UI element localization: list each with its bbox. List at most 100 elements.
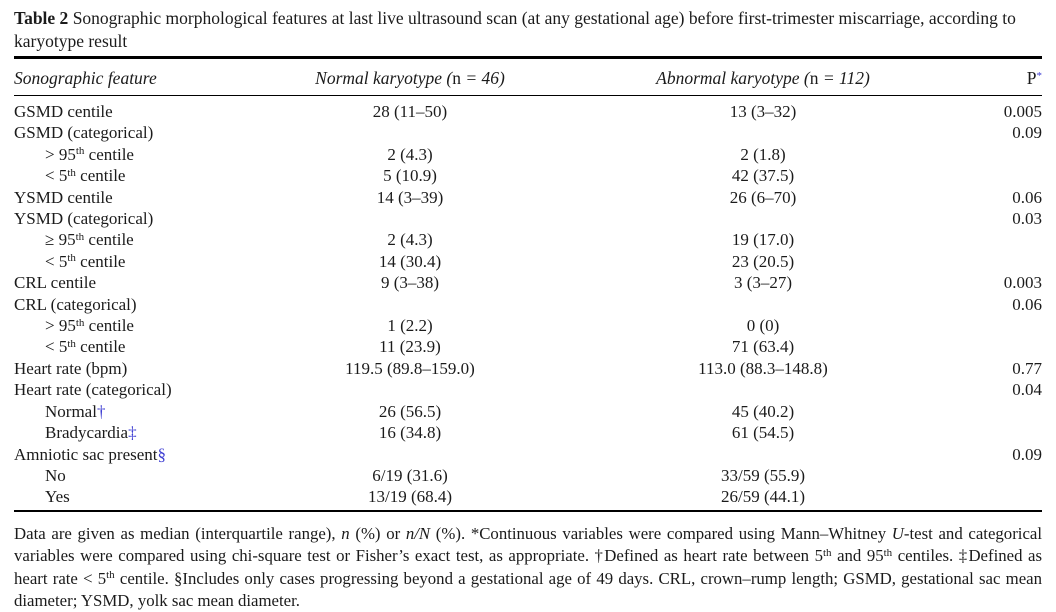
feature-cell: CRL (categorical) — [14, 294, 292, 315]
p-value-cell: 0.06 — [1012, 294, 1042, 314]
table-row: < 5th centile 5 (10.9) 42 (37.5) — [14, 165, 1042, 186]
p-value-cell: 0.005 — [1003, 102, 1042, 121]
abnormal-karyotype-value-cell: 2 (1.8) — [740, 144, 786, 164]
feature-cell: Amniotic sac present§ — [14, 444, 292, 465]
table-row: Heart rate (categorical) 0.04 — [14, 379, 1042, 400]
normal-karyotype-value-cell: 9 (3–38) — [380, 273, 440, 293]
table-header: Sonographic feature Normal karyotype (n … — [14, 57, 1042, 96]
abnormal-karyotype-value-cell — [528, 294, 998, 315]
feature-label-suffix: centile — [75, 251, 126, 271]
abnormal-karyotype-value-cell: 71 (63.4) — [731, 337, 795, 357]
feature-label-suffix: centile — [75, 166, 126, 186]
table-row: Bradycardia‡ 16 (34.8) 61 (54.5) — [14, 422, 1042, 443]
p-value-cell — [998, 336, 1042, 357]
abnormal-karyotype-value-cell: 3 (3–27) — [733, 273, 793, 293]
feature-cell: CRL centile — [14, 272, 292, 293]
feature-superscript: th — [67, 166, 76, 179]
abnormal-karyotype-value-cell: 26 (6–70) — [729, 187, 797, 207]
feature-cell: YSMD (categorical) — [14, 208, 292, 229]
feature-label: Yes — [45, 487, 70, 507]
n-open: ( — [442, 68, 453, 88]
col-header-label: Abnormal karyotype — [656, 68, 800, 88]
footnote-segment: Data are given as median (interquartile … — [14, 523, 342, 543]
feature-label-suffix: centile — [75, 337, 126, 357]
footnote-segment: centile. §Includes only cases progressin… — [14, 568, 1042, 610]
table-row: > 95th centile 1 (2.2) 0 (0) — [14, 315, 1042, 336]
table-footnote: Data are given as median (interquartile … — [14, 523, 1042, 612]
feature-superscript: th — [75, 316, 85, 329]
col-header-sonographic-feature: Sonographic feature — [14, 57, 292, 96]
feature-cell: > 95th centile — [14, 315, 292, 336]
p-value-cell: 0.04 — [1012, 380, 1042, 400]
feature-cell: < 5th centile — [14, 165, 292, 186]
normal-karyotype-value-cell: 28 (11–50) — [372, 102, 448, 121]
normal-karyotype-value-cell: 11 (23.9) — [379, 337, 441, 357]
feature-cell: Heart rate (categorical) — [14, 379, 292, 400]
feature-label: > 95 — [45, 144, 76, 164]
feature-label: No — [45, 465, 66, 485]
col-header-label: Normal karyotype — [315, 68, 442, 88]
table-body: GSMD centile 28 (11–50) 13 (3–32) 0.005 GSMD… — [14, 96, 1042, 511]
abnormal-karyotype-value-cell: 113.0 (88.3–148.8) — [698, 358, 828, 378]
p-value-cell — [998, 422, 1042, 443]
feature-label: Normal — [45, 401, 97, 421]
table-row: Amniotic sac present§ 0.09 — [14, 444, 1042, 465]
feature-cell: > 95th centile — [14, 144, 292, 165]
p-value-cell — [998, 144, 1042, 165]
normal-karyotype-value-cell: 5 (10.9) — [383, 166, 437, 186]
feature-superscript: th — [75, 145, 85, 158]
p-value-cell: 0.03 — [1012, 209, 1042, 229]
table-row: YSMD centile 14 (3–39) 26 (6–70) 0.06 — [14, 187, 1042, 208]
table-number: Table 2 — [14, 8, 69, 28]
abnormal-karyotype-value-cell — [528, 208, 998, 229]
table-row: ≥ 95th centile 2 (4.3) 19 (17.0) — [14, 229, 1042, 250]
table-header-row: Sonographic feature Normal karyotype (n … — [14, 57, 1042, 96]
feature-label: Heart rate (bpm) — [14, 358, 128, 378]
normal-karyotype-value-cell — [292, 208, 528, 229]
abnormal-karyotype-value-cell: 45 (40.2) — [731, 401, 795, 421]
n-count: = 112) — [818, 68, 870, 88]
feature-label: Amniotic sac present — [14, 444, 158, 464]
normal-karyotype-value-cell: 2 (4.3) — [387, 144, 433, 164]
n-symbol: n — [809, 68, 819, 88]
feature-label: GSMD (categorical) — [14, 123, 154, 143]
p-value-cell — [998, 465, 1042, 486]
feature-superscript: th — [67, 252, 76, 265]
footnote-segment: th — [822, 546, 832, 559]
feature-label: < 5 — [45, 337, 68, 357]
feature-cell: YSMD centile — [14, 187, 292, 208]
p-value-cell: 0.06 — [1012, 187, 1042, 207]
feature-cell: Bradycardia‡ — [14, 422, 292, 443]
footnote-segment: th — [883, 546, 893, 559]
normal-karyotype-value-cell: 26 (56.5) — [378, 401, 442, 421]
feature-superscript: th — [75, 230, 85, 243]
feature-cell: < 5th centile — [14, 251, 292, 272]
footnote-segment: and 95 — [831, 546, 884, 566]
feature-cell: No — [14, 465, 292, 486]
n-open: ( — [799, 68, 810, 88]
feature-label-suffix: centile — [84, 230, 134, 250]
table-row: > 95th centile 2 (4.3) 2 (1.8) — [14, 144, 1042, 165]
table-caption: Table 2 Sonographic morphological featur… — [14, 7, 1042, 53]
feature-label: > 95 — [45, 316, 76, 336]
p-value-cell: 0.09 — [1012, 123, 1042, 143]
p-value-cell: 0.09 — [1012, 444, 1042, 464]
footnote-segment: (%). *Continuous variables were compared… — [430, 523, 892, 543]
footnote-marker: † — [96, 401, 106, 421]
normal-karyotype-value-cell — [292, 379, 528, 400]
normal-karyotype-value-cell: 14 (3–39) — [376, 187, 444, 207]
normal-karyotype-value-cell — [292, 122, 528, 143]
table-row: GSMD centile 28 (11–50) 13 (3–32) 0.005 — [14, 96, 1042, 123]
footnote-marker: ‡ — [128, 423, 137, 443]
normal-karyotype-value-cell: 1 (2.2) — [387, 316, 433, 336]
p-value-cell — [998, 486, 1042, 510]
feature-label-suffix: centile — [84, 144, 134, 164]
table-row: Heart rate (bpm) 119.5 (89.8–159.0) 113.0 … — [14, 358, 1042, 379]
normal-karyotype-value-cell: 119.5 (89.8–159.0) — [345, 358, 475, 378]
p-value-cell — [998, 315, 1042, 336]
p-value-cell — [998, 229, 1042, 250]
feature-label: CRL centile — [14, 273, 96, 293]
feature-label: < 5 — [45, 251, 68, 271]
table-row: No 6/19 (31.6) 33/59 (55.9) — [14, 465, 1042, 486]
table-row: < 5th centile 11 (23.9) 71 (63.4) — [14, 336, 1042, 357]
